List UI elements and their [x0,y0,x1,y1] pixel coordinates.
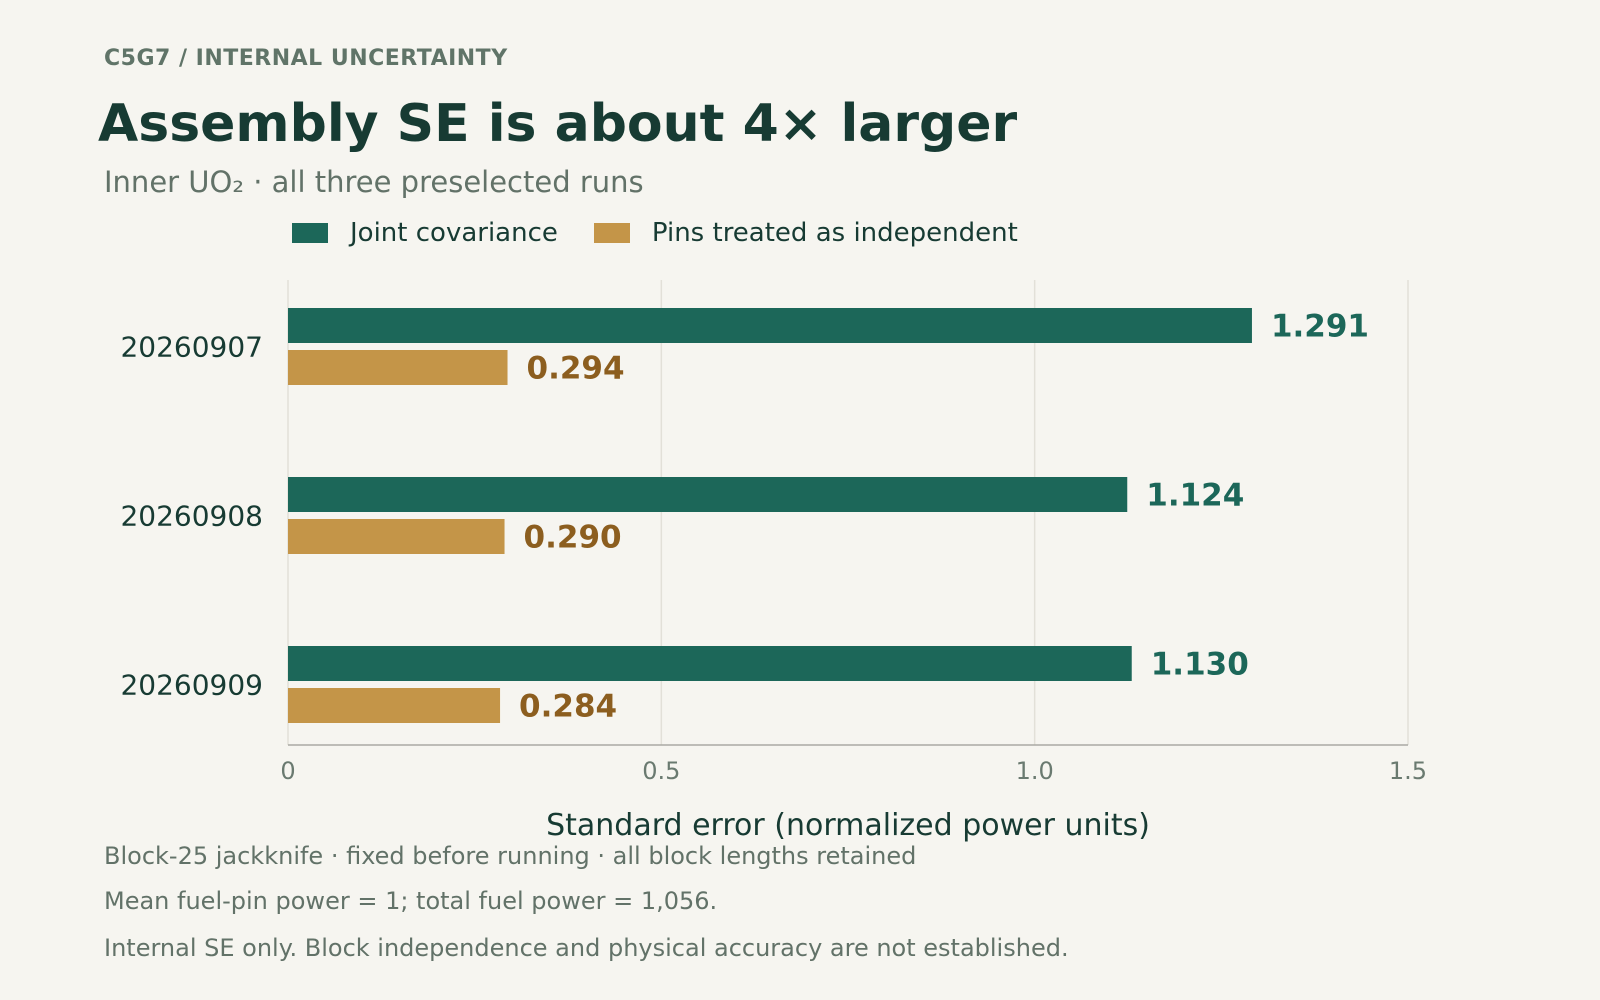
legend-swatch-joint [292,223,328,243]
chart-eyebrow: C5G7 / INTERNAL UNCERTAINTY [104,46,508,71]
x-tick-label-3: 1.5 [1389,757,1427,785]
bar-independent-20260909 [288,688,501,723]
data-label-independent-20260907: 0.294 [527,351,625,387]
x-tick-label-1: 0.5 [642,757,680,785]
chart-legend: Joint covariance Pins treated as indepen… [292,218,1054,248]
category-label-20260909: 20260909 [120,669,263,702]
bar-joint-20260908 [288,477,1128,512]
bar-joint-20260907 [288,308,1252,343]
legend-item-joint: Joint covariance [292,218,558,248]
x-axis-title: Standard error (normalized power units) [546,808,1150,843]
x-tick-label-2: 1.0 [1016,757,1054,785]
chart-title: Assembly SE is about 4× larger [98,94,1018,154]
data-label-joint-20260909: 1.130 [1151,647,1249,683]
bar-independent-20260907 [288,350,508,385]
legend-item-independent: Pins treated as independent [593,218,1018,248]
footnote-caveat: Internal SE only. Block independence and… [104,934,1069,962]
data-label-joint-20260908: 1.124 [1146,478,1244,514]
legend-swatch-independent [593,223,630,243]
data-label-independent-20260909: 0.284 [519,689,617,725]
data-label-independent-20260908: 0.290 [524,520,622,556]
x-tick-label-0: 0 [280,757,295,785]
legend-label-independent: Pins treated as independent [651,218,1018,248]
bar-independent-20260908 [288,519,505,554]
category-label-20260908: 20260908 [120,500,263,533]
category-label-20260907: 20260907 [120,331,263,364]
footnote-method: Block-25 jackknife · fixed before runnin… [104,842,917,870]
chart-subtitle: Inner UO₂ · all three preselected runs [104,165,644,199]
footnote-normalization: Mean fuel-pin power = 1; total fuel powe… [104,887,718,915]
data-label-joint-20260907: 1.291 [1271,309,1369,345]
bar-joint-20260909 [288,646,1132,681]
legend-label-joint: Joint covariance [350,218,558,248]
